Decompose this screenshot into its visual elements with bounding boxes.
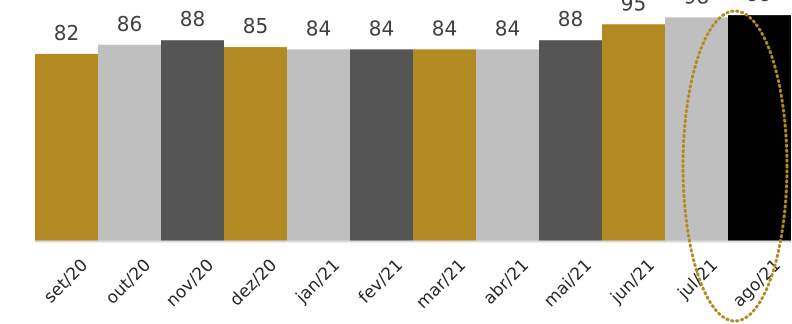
bar-nov-20: [161, 40, 224, 242]
x-tick-labels-group: set/20 out/20 nov/20 dez/20 jan/21 fev/21 mar/…: [40, 255, 785, 313]
x-tick-label-dez-20: dez/20: [226, 255, 281, 310]
bar-jan-21: [287, 49, 350, 241]
x-tick-label-abr-21: abr/21: [480, 255, 533, 308]
data-label-jun-21: 95: [621, 0, 646, 15]
data-label-set-20: 82: [54, 21, 79, 45]
bar-out-20: [98, 44, 161, 241]
bar-mai-21: [539, 40, 602, 242]
data-label-nov-20: 88: [180, 7, 205, 31]
bar-jun-21: [602, 24, 665, 241]
bar-mar-21: [413, 49, 476, 241]
data-label-abr-21: 84: [495, 16, 520, 40]
data-label-mai-21: 88: [558, 7, 583, 31]
x-tick-label-jan-21: jan/21: [292, 255, 345, 308]
bar-dez-20: [224, 47, 287, 241]
data-label-jan-21: 84: [306, 16, 331, 40]
x-tick-label-jun-21: jun/21: [606, 255, 659, 308]
x-tick-label-mar-21: mar/21: [413, 255, 471, 313]
x-tick-label-out-20: out/20: [102, 255, 155, 308]
x-tick-label-jul-21: jul/21: [674, 255, 723, 304]
highlight-ellipse: [681, 9, 789, 323]
bar-ago-21: [728, 15, 791, 241]
x-tick-label-mai-21: mai/21: [540, 255, 596, 311]
x-tick-label-ago-21: ago/21: [729, 255, 785, 311]
bar-jul-21: [665, 17, 728, 242]
bar-abr-21: [476, 49, 539, 241]
data-label-mar-21: 84: [432, 16, 457, 40]
data-label-fev-21: 84: [369, 16, 394, 40]
data-label-ago-21: 99: [747, 0, 772, 6]
data-label-jul-21: 98: [684, 0, 709, 8]
bar-set-20: [35, 53, 98, 241]
x-tick-label-nov-20: nov/20: [162, 255, 218, 311]
data-labels-group: 82 86 88 85 84 84 84 84 88 95 98 99: [54, 0, 772, 45]
data-label-dez-20: 85: [243, 14, 268, 38]
x-tick-label-set-20: set/20: [40, 255, 92, 307]
x-tick-label-fev-21: fev/21: [355, 255, 407, 307]
bars-group: [35, 15, 791, 242]
data-label-out-20: 86: [117, 12, 142, 36]
bar-fev-21: [350, 49, 413, 241]
